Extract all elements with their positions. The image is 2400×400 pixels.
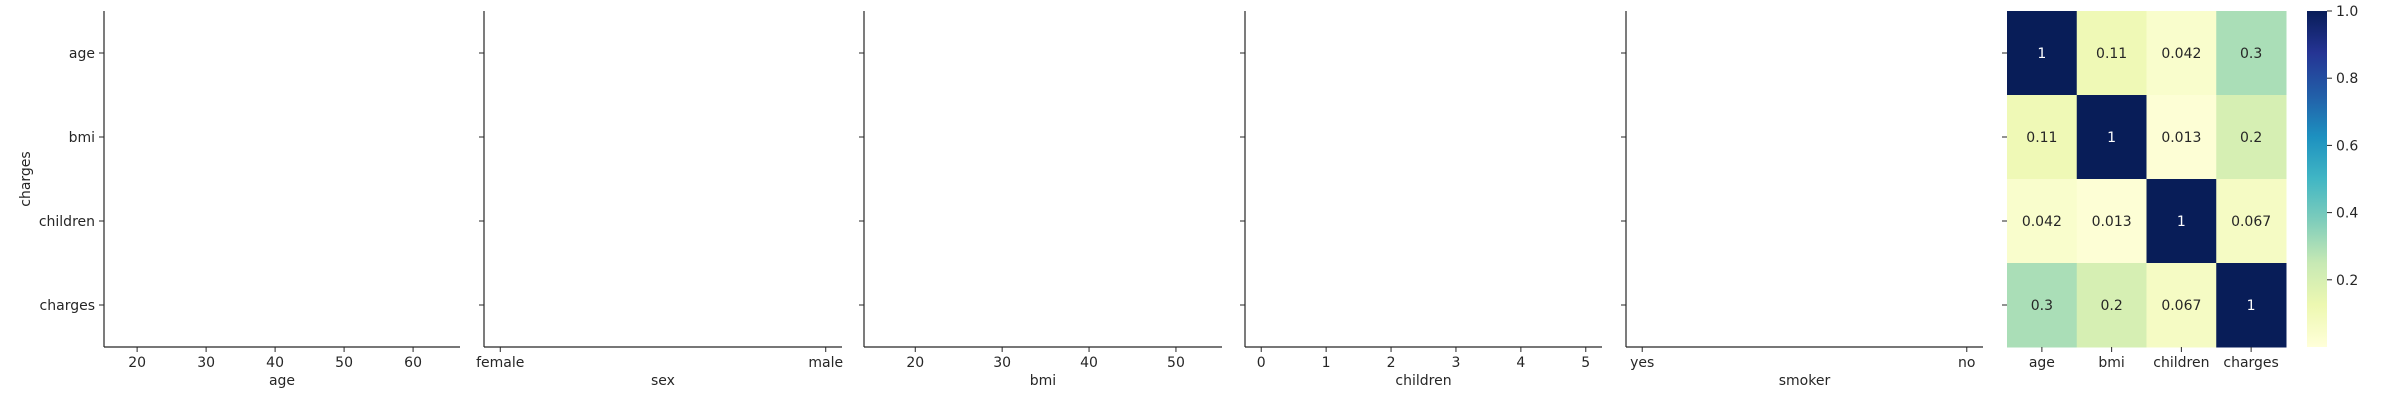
x-tick-label: male (808, 355, 843, 371)
x-tick-label: 1 (1322, 355, 1331, 371)
heatmap-cell (2216, 11, 2287, 96)
x-tick-label: 50 (1167, 355, 1185, 371)
subplot-smoker: yes no smoker (1621, 11, 1983, 389)
x-tick-label: 5 (1581, 355, 1590, 371)
x-tick-label: 20 (906, 355, 924, 371)
x-tick-label: no (1958, 355, 1975, 371)
correlation-heatmap: 1 0.11 0.042 0.3 0.11 1 0.013 0.2 0.042 0.013 1 0.0… (2002, 11, 2287, 371)
x-tick-label: 3 (1451, 355, 1460, 371)
heatmap-cell-value: 0.013 (2161, 130, 2201, 146)
colorbar-tick-label: 1.0 (2336, 4, 2358, 20)
heatmap-cell (2216, 179, 2287, 264)
heatmap-cell (2146, 11, 2217, 96)
heatmap-cell-value: 1 (2037, 46, 2046, 62)
colorbar-tick-label: 0.4 (2336, 206, 2358, 222)
y-tick-label: bmi (69, 130, 95, 146)
heatmap-cell (2216, 263, 2287, 348)
heatmap-cell-value: 1 (2177, 214, 2186, 230)
x-axis-label: age (269, 373, 295, 389)
x-axis-label: smoker (1779, 373, 1831, 389)
y-tick-label: charges (40, 298, 95, 314)
x-tick-label: 50 (335, 355, 353, 371)
y-tick-label: age (69, 46, 95, 62)
heatmap-cell-value: 0.11 (2096, 46, 2127, 62)
x-tick-label: age (2029, 355, 2055, 371)
x-axis-label: sex (651, 373, 675, 389)
heatmap-cell-value: 0.2 (2100, 298, 2122, 314)
heatmap-cell (2007, 179, 2078, 264)
x-tick-label: 0 (1257, 355, 1266, 371)
colorbar-tick-label: 0.6 (2336, 138, 2358, 154)
x-tick-label: yes (1630, 355, 1654, 371)
heatmap-cell (2146, 263, 2217, 348)
heatmap-cell-value: 0.042 (2022, 214, 2062, 230)
heatmap-cell-value: 0.2 (2240, 130, 2262, 146)
x-tick-label: 2 (1387, 355, 1396, 371)
colorbar-tick-label: 0.2 (2336, 273, 2358, 289)
heatmap-cell-value: 0.11 (2026, 130, 2057, 146)
subplot-sex: female male sex (476, 11, 843, 389)
heatmap-cell-value: 0.067 (2161, 298, 2201, 314)
y-axis-label: charges (18, 151, 34, 206)
x-tick-label: 40 (266, 355, 284, 371)
heatmap-cell (2007, 11, 2078, 96)
x-tick-label: female (476, 355, 524, 371)
subplot-children: 0 1 2 3 4 5 children (1240, 11, 1602, 389)
x-tick-label: 30 (993, 355, 1011, 371)
heatmap-cell-value: 1 (2107, 130, 2116, 146)
heatmap-cell-value: 0.013 (2092, 214, 2132, 230)
x-tick-label: 30 (197, 355, 215, 371)
heatmap-cell (2216, 95, 2287, 180)
y-tick-label: children (39, 214, 95, 230)
colorbar: 0.2 0.4 0.6 0.8 1.0 (2307, 4, 2358, 347)
x-tick-label: 60 (404, 355, 422, 371)
x-tick-label: 40 (1080, 355, 1098, 371)
heatmap-cell (2146, 179, 2217, 264)
heatmap-cell (2076, 263, 2147, 348)
x-tick-label: charges (2223, 355, 2278, 371)
heatmap-cell (2076, 179, 2147, 264)
heatmap-cell (2076, 95, 2147, 180)
x-tick-label: children (2153, 355, 2209, 371)
heatmap-cell-value: 0.3 (2031, 298, 2053, 314)
subplot-bmi: 20 30 40 50 bmi (859, 11, 1222, 389)
x-tick-label: 4 (1516, 355, 1525, 371)
subplot-age: 20 30 40 50 60 age bmi children charges age charge… (18, 11, 460, 389)
x-tick-label: bmi (2098, 355, 2124, 371)
heatmap-cell-value: 1 (2247, 298, 2256, 314)
heatmap-cell-value: 0.3 (2240, 46, 2262, 62)
x-axis-label: children (1395, 373, 1451, 389)
heatmap-cell (2076, 11, 2147, 96)
x-axis-label: bmi (1030, 373, 1056, 389)
heatmap-cell (2007, 263, 2078, 348)
colorbar-tick-label: 0.8 (2336, 71, 2358, 87)
heatmap-cell (2146, 95, 2217, 180)
heatmap-cell-value: 0.067 (2231, 214, 2271, 230)
heatmap-cell (2007, 95, 2078, 180)
colorbar-bar (2307, 11, 2327, 347)
x-tick-label: 20 (128, 355, 146, 371)
heatmap-cell-value: 0.042 (2161, 46, 2201, 62)
